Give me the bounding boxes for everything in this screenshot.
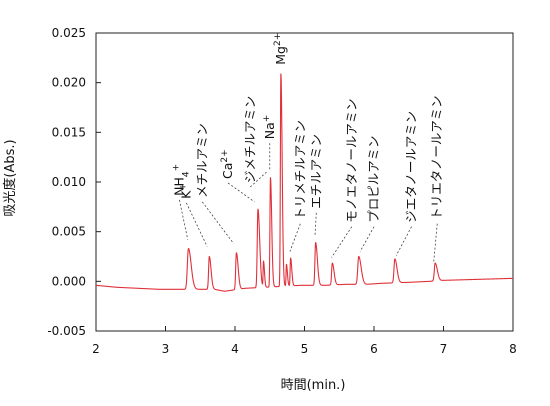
peak-label-text: モノエタノールアミン xyxy=(344,98,359,222)
peak-label-group: ジエタノールアミン xyxy=(395,111,419,256)
peak-label-group: Na+ xyxy=(262,115,277,171)
peak-label-group: NH4+ xyxy=(171,164,191,240)
peak-leader-line xyxy=(227,182,255,203)
x-tick-label: 2 xyxy=(92,342,100,356)
y-tick-label: 0.000 xyxy=(52,274,86,288)
x-tick-label: 5 xyxy=(301,342,309,356)
peak-leader-line xyxy=(314,212,317,237)
peak-label-text: エチルアミン xyxy=(308,134,323,209)
peak-leader-line xyxy=(359,226,375,252)
peak-label-text: NH4+ xyxy=(171,164,191,196)
peak-label-text: Ca2+ xyxy=(220,149,235,179)
chromatogram-trace xyxy=(95,73,514,292)
peak-label-text: トリエタノールアミン xyxy=(429,95,444,219)
y-tick-label: 0.010 xyxy=(52,175,86,189)
peak-label-text: プロピルアミン xyxy=(366,135,381,222)
peak-label-text: トリメチルアミン xyxy=(292,120,307,220)
peak-label-group: トリエタノールアミン xyxy=(429,95,444,262)
peak-label-group: K+ xyxy=(178,183,208,247)
y-tick-label: 0.025 xyxy=(52,26,86,40)
peak-labels: NH4+K+ メチルアミン Ca2+ ジメチルアミン Na+ Mg2+ トリメチルアミン エチ… xyxy=(171,33,444,262)
peak-label-group: ジメチルアミン xyxy=(242,96,268,188)
peak-leader-line xyxy=(395,226,412,256)
peak-label-text: Mg2+ xyxy=(273,33,288,65)
x-tick-label: 3 xyxy=(162,342,170,356)
peak-label-group: プロピルアミン xyxy=(359,135,381,252)
peak-label-group: メチルアミン xyxy=(194,123,234,244)
peak-label-text: ジエタノールアミン xyxy=(404,111,419,223)
y-tick-label: -0.005 xyxy=(47,324,86,338)
peak-label-group: Mg2+ xyxy=(273,33,288,65)
peak-label-text: ジメチルアミン xyxy=(242,96,257,183)
peak-leader-line xyxy=(289,223,301,252)
peak-leader-line xyxy=(202,201,234,244)
axes: 2 3 4 5 6 7 8 -0.005 0.000 0.005 0.010 0.015 0.020 0.… xyxy=(47,26,517,356)
peak-leader-line xyxy=(331,226,353,258)
peak-label-group: Ca2+ xyxy=(220,149,255,203)
peak-label-group: エチルアミン xyxy=(308,134,323,237)
y-tick-label: 0.020 xyxy=(52,76,86,90)
peak-leader-line xyxy=(185,202,208,247)
y-tick-label: 0.015 xyxy=(52,125,86,139)
trace-layer xyxy=(95,73,514,292)
x-tick-label: 8 xyxy=(509,342,517,356)
x-axis-title: 時間(min.) xyxy=(281,378,346,393)
peak-label-group: モノエタノールアミン xyxy=(331,98,359,258)
peak-label-text: Na+ xyxy=(262,115,277,140)
peak-leader-line xyxy=(179,199,189,240)
y-axis-title: 吸光度(Abs.) xyxy=(2,139,18,216)
x-tick-label: 6 xyxy=(370,342,378,356)
x-tick-label: 7 xyxy=(440,342,448,356)
peak-label-text: メチルアミン xyxy=(194,123,209,198)
peak-leader-line xyxy=(433,223,438,262)
x-tick-label: 4 xyxy=(231,342,239,356)
peak-label-group: トリメチルアミン xyxy=(289,120,307,252)
peak-label-text: K+ xyxy=(178,183,193,199)
y-tick-label: 0.005 xyxy=(52,225,86,239)
